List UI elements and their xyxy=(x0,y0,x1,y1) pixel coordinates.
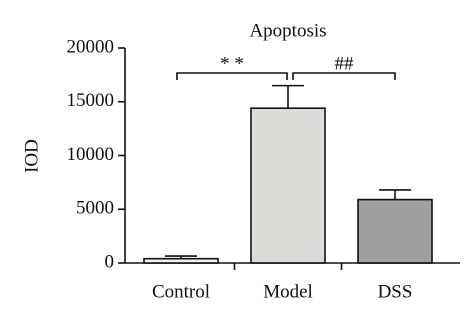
y-tick-label: 5000 xyxy=(76,198,114,219)
chart-title: Apoptosis xyxy=(249,20,326,41)
significance-bracket xyxy=(292,72,396,80)
y-tick-label: 20000 xyxy=(67,36,115,57)
bar xyxy=(250,107,326,264)
x-tick-label: Control xyxy=(152,281,210,302)
significance-bracket xyxy=(176,72,288,80)
significance-label: * * xyxy=(220,53,244,74)
y-tick-label: 15000 xyxy=(67,90,115,111)
significance-label: ## xyxy=(335,53,355,74)
y-axis-label: IOD xyxy=(21,139,42,173)
bar xyxy=(357,198,433,264)
x-tick-label: DSS xyxy=(378,281,413,302)
y-tick-label: 0 xyxy=(105,251,115,272)
bar xyxy=(143,257,219,264)
y-tick-label: 10000 xyxy=(67,144,115,165)
x-tick-label: Model xyxy=(263,281,313,302)
